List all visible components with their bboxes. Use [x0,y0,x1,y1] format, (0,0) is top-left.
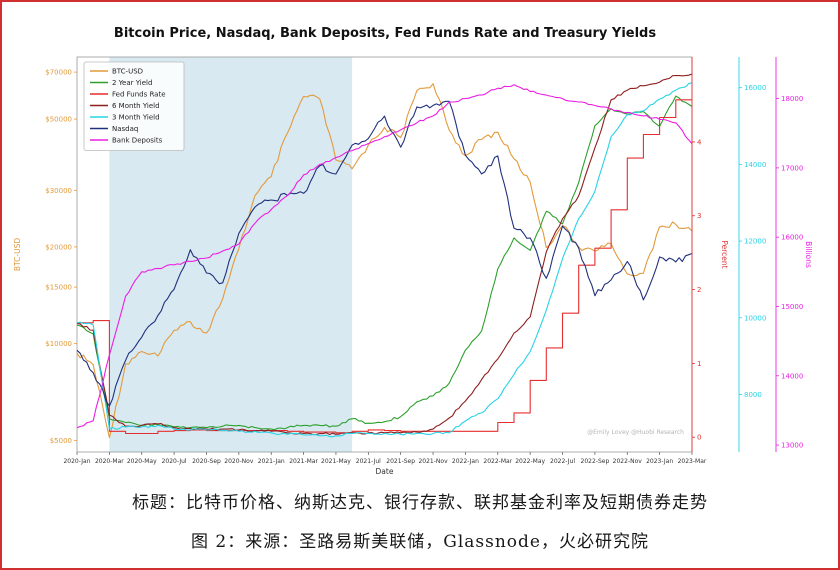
series-6-month-yield [76,73,693,436]
left-y-tick-label: $5000 [50,437,72,445]
x-tick-label: 2021-Mar [289,458,318,465]
x-tick-label: 2020-Jul [162,458,187,465]
x-tick-label: 2020-Mar [95,458,124,465]
billions-tick-label: 17000 [781,164,803,172]
legend-label: 6 Month Yield [112,102,160,110]
chart-title: Bitcoin Price, Nasdaq, Bank Deposits, Fe… [113,26,657,41]
chart-figure: Bitcoin Price, Nasdaq, Bank Deposits, Fe… [2,2,838,480]
left-y-tick-label: $10000 [45,340,72,348]
x-tick-label: 2022-Mar [483,458,512,465]
x-tick-label: 2023-Jan [646,458,673,465]
billions-tick-label: 14000 [781,372,803,380]
legend-label: BTC-USD [112,68,143,76]
percent-tick-label: 3 [697,212,701,220]
x-tick-label: 2021-Jul [356,458,381,465]
x-tick-label: 2020-May [127,458,157,465]
legend-label: 3 Month Yield [112,114,160,122]
left-y-tick-label: $20000 [45,243,72,251]
series-3-month-yield [76,82,693,438]
x-tick-label: 2021-Sep [386,458,415,465]
percent-tick-label: 1 [697,360,701,368]
left-y-tick-label: $50000 [45,116,72,124]
x-tick-label: 2022-Nov [613,458,643,465]
x-tick-label: 2020-Jan [63,458,90,465]
left-y-tick-label: $30000 [45,187,72,195]
billions-tick-label: 15000 [781,303,803,311]
x-tick-label: 2020-Nov [224,458,254,465]
nasdaq-tick-label: 8000 [744,391,762,399]
percent-tick-label: 0 [697,434,701,442]
percent-tick-label: 4 [697,138,702,146]
billions-tick-label: 13000 [781,442,803,450]
legend-label: Fed Funds Rate [112,91,166,99]
series-btc-usd [76,83,693,439]
caption-title-zh: 标题：比特币价格、纳斯达克、银行存款、联邦基金利率及短期债券走势 [132,493,708,513]
percent-axis-label: Percent [720,240,729,268]
series-fed-funds-rate [77,99,692,435]
percent-tick-label: 2 [697,286,701,294]
nasdaq-tick-label: 14000 [744,161,766,169]
chart-canvas: 2020-Jan 2020-Mar 2020-May 2020-Jul 2020-Sep… [13,56,813,476]
billions-axis-label: Billions [804,241,813,268]
billions-tick-label: 18000 [781,95,803,103]
left-y-tick-label: $15000 [45,284,72,292]
series-nasdaq [76,100,693,407]
billions-tick-label: 16000 [781,234,803,242]
x-tick-label: 2020-Sep [192,458,221,465]
x-tick-label: 2022-Sep [581,458,610,465]
nasdaq-tick-label: 10000 [744,314,766,322]
nasdaq-tick-label: 16000 [744,84,766,92]
x-tick-label: 2021-Nov [418,458,448,465]
watermark: @Emily Lovey @Huobi Research [587,429,684,436]
legend-label: Bank Deposits [112,137,163,145]
x-tick-label: 2021-Jan [258,458,285,465]
btc-axis-label: BTC-USD [13,238,22,271]
legend-box [83,61,185,151]
x-tick-label: 2022-Jan [452,458,479,465]
legend-label: 2 Year Yield [112,79,152,87]
x-axis-label: Date [376,467,394,476]
x-tick-label: 2022-May [515,458,545,465]
x-tick-label: 2022-Jul [550,458,575,465]
nasdaq-tick-label: 12000 [744,238,766,246]
caption-source-zh: 图 2：来源：圣路易斯美联储，Glassnode，火必研究院 [191,532,649,552]
legend-label: Nasdaq [112,125,138,133]
series-2-year-yield [76,95,693,431]
left-y-tick-label: $70000 [45,69,72,77]
x-tick-label: 2021-May [321,458,351,465]
series-bank-deposits [76,84,693,429]
x-tick-label: 2023-Mar [678,458,707,465]
